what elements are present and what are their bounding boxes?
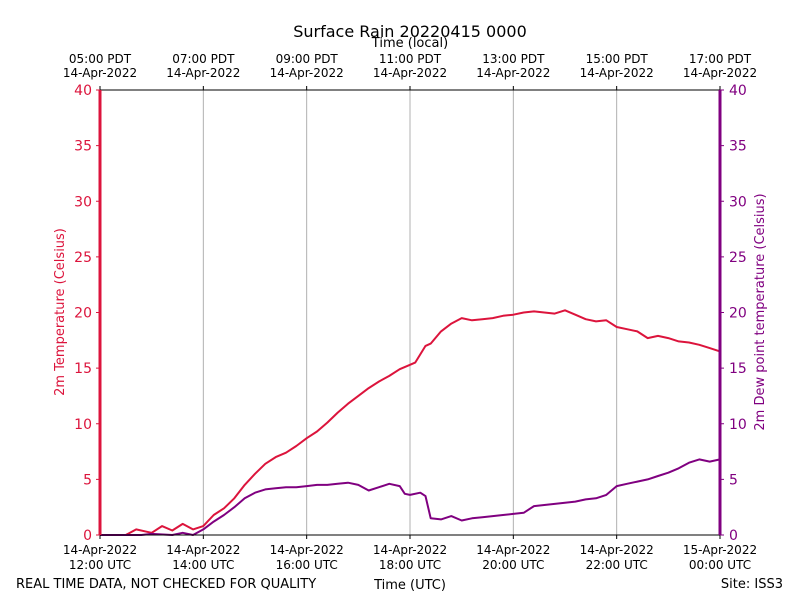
bottom-tick-time-3: 18:00 UTC xyxy=(379,558,441,572)
top-tick-date-0: 14-Apr-2022 xyxy=(63,66,137,80)
right-tick-label-7: 35 xyxy=(729,139,747,155)
right-tick-label-5: 25 xyxy=(729,250,747,266)
top-tick-time-3: 11:00 PDT xyxy=(379,52,442,66)
bottom-tick-date-5: 14-Apr-2022 xyxy=(580,543,654,557)
top-tick-date-5: 14-Apr-2022 xyxy=(580,66,654,80)
top-tick-date-2: 14-Apr-2022 xyxy=(270,66,344,80)
top-tick-date-4: 14-Apr-2022 xyxy=(476,66,550,80)
right-tick-label-0: 0 xyxy=(729,528,738,544)
right-tick-label-4: 20 xyxy=(729,306,747,322)
right-tick-label-1: 5 xyxy=(729,472,738,488)
left-tick-label-7: 35 xyxy=(74,139,92,155)
right-y-axis-label: 2m Dew point temperature (Celsius) xyxy=(753,193,768,430)
top-tick-time-5: 15:00 PDT xyxy=(586,52,649,66)
left-tick-label-2: 10 xyxy=(74,417,92,433)
grid-layer xyxy=(202,90,618,535)
top-tick-time-4: 13:00 PDT xyxy=(482,52,545,66)
top-axis-label: Time (local) xyxy=(371,36,448,51)
left-tick-label-8: 40 xyxy=(74,83,92,99)
site-label: Site: ISS3 xyxy=(721,577,783,592)
top-tick-time-2: 09:00 PDT xyxy=(276,52,339,66)
left-tick-label-1: 5 xyxy=(83,472,92,488)
top-tick-time-1: 07:00 PDT xyxy=(172,52,235,66)
left-tick-label-3: 15 xyxy=(74,361,92,377)
top-tick-date-6: 14-Apr-2022 xyxy=(683,66,757,80)
series-line-dew-point xyxy=(100,458,721,536)
right-tick-label-3: 15 xyxy=(729,361,747,377)
series-layer xyxy=(100,309,721,536)
bottom-tick-date-0: 14-Apr-2022 xyxy=(63,543,137,557)
bottom-tick-date-1: 14-Apr-2022 xyxy=(166,543,240,557)
bottom-tick-time-5: 22:00 UTC xyxy=(586,558,648,572)
bottom-tick-time-4: 20:00 UTC xyxy=(482,558,544,572)
chart-title: Surface Rain 20220415 0000 xyxy=(293,22,527,41)
quality-disclaimer: REAL TIME DATA, NOT CHECKED FOR QUALITY xyxy=(16,577,316,592)
left-y-axis-label: 2m Temperature (Celsius) xyxy=(53,228,68,396)
bottom-tick-time-0: 12:00 UTC xyxy=(69,558,131,572)
bottom-tick-time-2: 16:00 UTC xyxy=(276,558,338,572)
bottom-tick-date-6: 15-Apr-2022 xyxy=(683,543,757,557)
left-tick-label-0: 0 xyxy=(83,528,92,544)
left-tick-label-4: 20 xyxy=(74,306,92,322)
right-tick-label-8: 40 xyxy=(729,83,747,99)
right-tick-label-6: 30 xyxy=(729,194,747,210)
series-line-temperature xyxy=(100,309,721,536)
left-tick-label-5: 25 xyxy=(74,250,92,266)
top-tick-time-6: 17:00 PDT xyxy=(689,52,752,66)
bottom-tick-date-2: 14-Apr-2022 xyxy=(270,543,344,557)
top-tick-date-1: 14-Apr-2022 xyxy=(166,66,240,80)
top-tick-time-0: 05:00 PDT xyxy=(69,52,132,66)
right-tick-label-2: 10 xyxy=(729,417,747,433)
bottom-tick-time-1: 14:00 UTC xyxy=(172,558,234,572)
bottom-tick-date-3: 14-Apr-2022 xyxy=(373,543,447,557)
bottom-tick-date-4: 14-Apr-2022 xyxy=(476,543,550,557)
top-tick-date-3: 14-Apr-2022 xyxy=(373,66,447,80)
bottom-tick-time-6: 00:00 UTC xyxy=(689,558,751,572)
left-tick-label-6: 30 xyxy=(74,194,92,210)
x-axis-label: Time (UTC) xyxy=(373,578,446,593)
